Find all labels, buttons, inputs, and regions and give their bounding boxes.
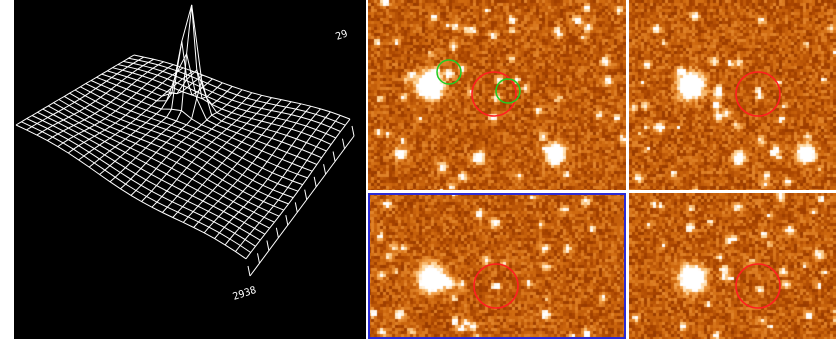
mesh-line: [117, 64, 337, 139]
star-field-image: [629, 0, 836, 190]
mesh-line: [130, 89, 243, 196]
mesh-line: [120, 78, 233, 190]
mesh-line: [133, 54, 351, 120]
axis-tick: [275, 227, 279, 238]
mesh-line: [112, 67, 332, 145]
axis-label-top: 29: [334, 28, 349, 42]
mesh-line: [101, 4, 322, 159]
mesh-line: [47, 105, 275, 223]
axis-label-bottom: 2938: [232, 285, 258, 303]
mesh-line: [15, 124, 247, 260]
mesh-line: [245, 118, 351, 260]
axis-tick: [313, 176, 317, 187]
axis-tick: [304, 189, 308, 200]
mesh-line: [128, 57, 346, 126]
axis-tick: [294, 202, 298, 213]
star-field-frame-2[interactable]: [629, 0, 836, 190]
axis-tick: [285, 215, 289, 226]
mesh-line: [64, 95, 289, 205]
axis-tick: [351, 125, 355, 137]
mesh-line: [53, 102, 280, 217]
axis-tick: [247, 265, 251, 277]
mesh-line: [31, 115, 261, 241]
surface-plot-panel: 2938 29: [14, 0, 366, 339]
axis-tick: [332, 151, 336, 162]
star-field-frame-3[interactable]: [368, 193, 626, 339]
mesh-line: [58, 99, 284, 211]
mesh-line: [26, 118, 256, 247]
axis-tick: [342, 138, 345, 149]
mesh-line: [69, 92, 294, 199]
star-field-image: [629, 193, 836, 339]
axis-tick: [257, 253, 260, 264]
mesh-line: [123, 60, 341, 132]
mesh-line: [90, 80, 313, 172]
mesh-line: [37, 111, 266, 235]
mesh-line: [85, 83, 308, 179]
mesh-line: [74, 89, 299, 192]
wireframe-surface-plot: 2938 29: [15, 4, 355, 303]
star-field-reference[interactable]: [368, 0, 626, 190]
mesh-line: [42, 108, 270, 229]
axis-ticks: [247, 125, 355, 277]
mesh-line: [21, 121, 251, 253]
star-field-frame-4[interactable]: [629, 193, 836, 339]
axis-tick: [323, 164, 327, 175]
star-field-image: [368, 0, 626, 190]
mesh-line: [68, 67, 184, 154]
mesh-line: [96, 52, 318, 165]
mesh-line: [107, 69, 327, 152]
star-field-image: [368, 193, 626, 339]
mesh-line: [80, 86, 303, 186]
axis-line: [249, 135, 355, 277]
axis-tick: [266, 240, 270, 251]
surface-mesh: [15, 4, 351, 260]
mesh-line: [141, 92, 253, 202]
mesh-line: [36, 58, 154, 136]
